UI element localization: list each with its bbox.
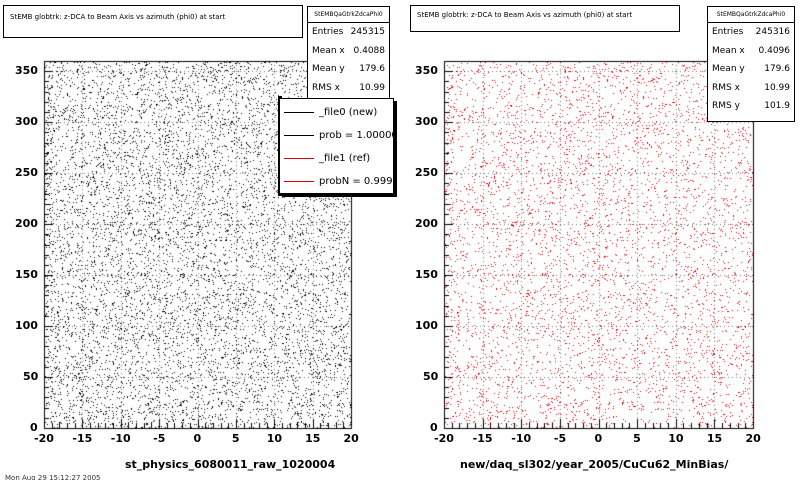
right-xlabel: new/daq_sl302/year_2005/CuCu62_MinBias/ [460, 458, 729, 471]
y-tick-label: 300 [15, 115, 38, 129]
y-tick-label: 150 [415, 268, 438, 282]
x-tick-label: -20 [34, 432, 54, 445]
x-tick-label: -10 [511, 432, 532, 445]
stats-value: 179.6 [359, 64, 385, 74]
x-tick-label: -15 [72, 432, 93, 445]
x-tick-label: -15 [472, 432, 493, 445]
y-tick-label: 100 [15, 319, 38, 333]
left-title-box: StEMB globtrk: z-DCA to Beam Axis vs azi… [3, 5, 303, 38]
stats-label: Mean y [712, 64, 745, 74]
y-tick-label: 50 [423, 370, 439, 384]
left-xlabel: st_physics_6080011_raw_1020004 [125, 458, 336, 471]
legend-line-icon [284, 135, 314, 136]
legend-line-icon [284, 112, 314, 113]
y-tick-label: 350 [415, 64, 438, 78]
legend-entry: probN = 0.99999 [280, 170, 393, 193]
left-title: StEMB globtrk: z-DCA to Beam Axis vs azi… [10, 13, 226, 21]
stats-value: 179.6 [764, 64, 790, 74]
legend-label: _file0 (new) [319, 107, 378, 118]
stats-label: Mean x [712, 45, 745, 56]
stats-label: RMS x [312, 82, 340, 93]
right-title-box: StEMB globtrk: z-DCA to Beam Axis vs azi… [410, 5, 680, 32]
stats-label: Entries [712, 27, 744, 37]
stats-value: 0.4096 [758, 45, 791, 56]
stats-value: 101.9 [764, 101, 790, 111]
left-stats-name: StEMBQaGtrkZdcaPhi0 [308, 7, 389, 23]
x-tick-label: 0 [193, 432, 202, 445]
legend-label: probN = 0.99999 [319, 176, 393, 187]
legend-entry: _file0 (new) [280, 101, 393, 124]
x-tick-label: 5 [231, 432, 240, 445]
stats-row: RMS x 10.99 [708, 79, 794, 98]
right-title: StEMB globtrk: z-DCA to Beam Axis vs azi… [417, 11, 633, 19]
stats-label: Mean y [312, 64, 345, 74]
x-tick-label: 15 [305, 432, 321, 445]
stats-row: Entries 245315 [308, 23, 389, 42]
legend-entry: prob = 1.000000 [280, 124, 393, 147]
stats-row: Entries 245316 [708, 23, 794, 42]
y-tick-label: 150 [15, 268, 38, 282]
stats-row: Mean y 179.6 [308, 60, 389, 79]
right-stats-name: StEMBQaGtrkZdcaPhi0 [708, 7, 794, 23]
legend-label: _file1 (ref) [319, 153, 371, 164]
stats-value: 10.99 [764, 82, 790, 93]
y-tick-label: 200 [15, 217, 38, 231]
legend-line-icon [284, 158, 314, 159]
stats-row: RMS y 101.9 [708, 97, 794, 116]
x-tick-label: -10 [110, 432, 131, 445]
right-stats-box: StEMBQaGtrkZdcaPhi0 Entries 245316 Mean x 0… [707, 6, 795, 122]
stats-value: 0.4088 [353, 45, 386, 56]
x-tick-label: 5 [633, 432, 641, 445]
x-tick-label: 20 [343, 432, 359, 445]
x-tick-label: 10 [266, 432, 283, 445]
stats-value: 10.99 [359, 82, 385, 93]
x-tick-label: -5 [553, 432, 567, 445]
stats-row: Mean x 0.4088 [308, 42, 389, 61]
stats-row: RMS x 10.99 [308, 79, 389, 98]
x-tick-label: 15 [706, 432, 723, 445]
x-tick-label: 0 [594, 432, 603, 445]
stats-label: Mean x [312, 45, 345, 56]
stats-label: RMS x [712, 82, 740, 93]
left-stats-box: StEMBQaGtrkZdcaPhi0 Entries 245315 Mean x 0… [307, 6, 390, 100]
y-tick-label: 250 [415, 166, 438, 180]
stats-row: Mean y 179.6 [708, 60, 794, 79]
x-tick-label: 20 [745, 432, 761, 445]
legend-entry: _file1 (ref) [280, 147, 393, 170]
footer-date-cut: Mon Aug 29 15:12:27 2005 [5, 474, 101, 480]
y-tick-label: 100 [415, 319, 438, 333]
y-tick-label: 350 [15, 64, 38, 78]
stats-label: Entries [312, 27, 344, 37]
y-tick-label: 250 [15, 166, 38, 180]
y-tick-label: 50 [23, 370, 39, 384]
y-tick-label: 200 [415, 217, 438, 231]
stats-row: Mean x 0.4096 [708, 42, 794, 61]
y-tick-label: 300 [415, 115, 438, 129]
legend-label: prob = 1.000000 [319, 130, 393, 141]
x-tick-label: -20 [434, 432, 454, 445]
legend-line-icon [284, 181, 314, 182]
y-tick-label: 0 [30, 421, 38, 434]
stats-value: 245315 [350, 27, 385, 37]
stats-label: RMS y [712, 101, 740, 111]
stats-value: 245316 [755, 27, 790, 37]
x-tick-label: 10 [668, 432, 684, 445]
y-tick-label: 0 [430, 421, 438, 434]
left-legend: _file0 (new) prob = 1.000000 _file1 (ref) p… [279, 98, 394, 194]
x-tick-label: -5 [153, 432, 166, 445]
